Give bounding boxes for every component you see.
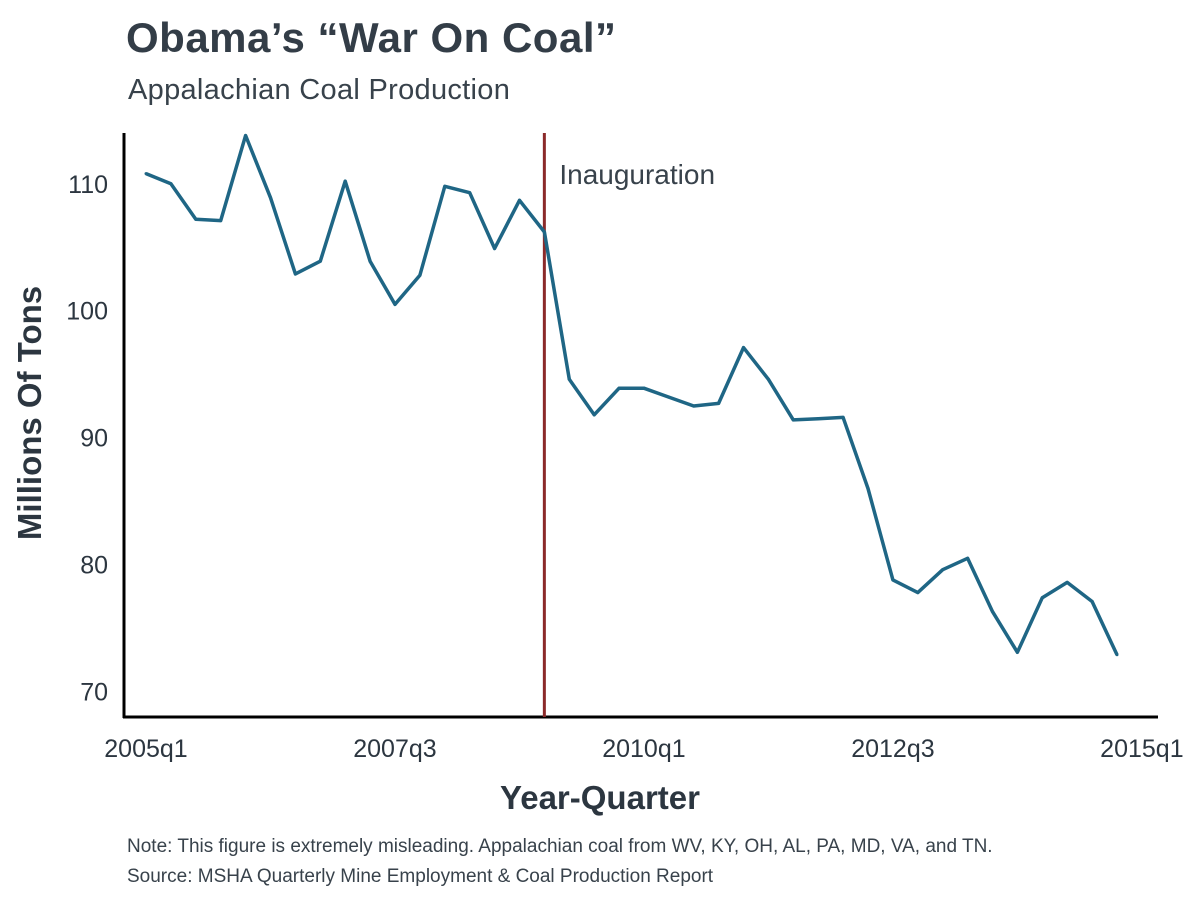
data-point-2013q4 xyxy=(1015,650,1019,654)
x-tick-label: 2015q1 xyxy=(1100,735,1183,763)
x-tick-label: 2005q1 xyxy=(104,735,187,763)
data-point-2005q2 xyxy=(169,182,173,186)
footnote: Note: This figure is extremely misleadin… xyxy=(127,836,993,857)
data-point-2008q4 xyxy=(517,198,521,202)
data-point-2005q1 xyxy=(144,172,148,176)
data-point-2007q3 xyxy=(393,302,397,306)
x-tick-label: 2010q1 xyxy=(602,735,685,763)
chart-subtitle: Appalachian Coal Production xyxy=(128,74,511,106)
data-point-2011q3 xyxy=(791,418,795,422)
data-point-2014q4 xyxy=(1115,653,1119,657)
data-point-2014q2 xyxy=(1065,580,1069,584)
data-point-2009q2 xyxy=(567,377,571,381)
data-point-2006q4 xyxy=(318,259,322,263)
data-point-2014q3 xyxy=(1090,599,1094,603)
data-point-2010q2 xyxy=(667,395,671,399)
data-point-2009q3 xyxy=(592,413,596,417)
data-point-2005q3 xyxy=(194,217,198,221)
chart-title: Obama’s “War On Coal” xyxy=(126,14,617,61)
data-point-2006q2 xyxy=(268,196,272,200)
data-point-2006q1 xyxy=(244,134,248,138)
inauguration-label: Inauguration xyxy=(559,159,715,190)
data-point-2008q2 xyxy=(468,191,472,195)
data-point-2012q1 xyxy=(841,415,845,419)
y-tick-label: 90 xyxy=(80,425,108,453)
y-axis-label: Millions Of Tons xyxy=(11,286,48,540)
data-point-2007q2 xyxy=(368,259,372,263)
y-tick-label: 70 xyxy=(80,679,108,707)
data-point-2012q3 xyxy=(891,578,895,582)
y-tick-label: 80 xyxy=(80,552,108,580)
data-point-2011q4 xyxy=(816,417,820,421)
x-tick-label: 2007q3 xyxy=(353,735,436,763)
data-point-2011q1 xyxy=(742,346,746,350)
data-point-2012q2 xyxy=(866,486,870,490)
data-point-2014q1 xyxy=(1040,596,1044,600)
source-note: Source: MSHA Quarterly Mine Employment &… xyxy=(127,866,714,887)
data-point-2010q1 xyxy=(642,386,646,390)
data-point-2012q4 xyxy=(916,591,920,595)
data-point-2008q1 xyxy=(443,184,447,188)
data-point-2007q4 xyxy=(418,273,422,277)
data-point-2013q3 xyxy=(991,610,995,614)
data-point-2013q2 xyxy=(966,556,970,560)
data-point-2009q4 xyxy=(617,386,621,390)
x-axis-label: Year-Quarter xyxy=(500,779,700,816)
data-point-2005q4 xyxy=(219,219,223,223)
data-point-2007q1 xyxy=(343,179,347,183)
data-point-2008q3 xyxy=(493,247,497,251)
data-point-2010q4 xyxy=(717,401,721,405)
y-tick-label: 110 xyxy=(68,171,108,199)
data-point-2013q1 xyxy=(941,568,945,572)
data-point-2009q1 xyxy=(542,230,546,234)
x-tick-label: 2012q3 xyxy=(851,735,934,763)
data-point-2006q3 xyxy=(293,272,297,276)
y-tick-label: 100 xyxy=(66,298,108,326)
data-point-2010q3 xyxy=(692,404,696,408)
series-line-appalachian-coal xyxy=(145,133,1119,656)
data-point-2011q2 xyxy=(766,377,770,381)
